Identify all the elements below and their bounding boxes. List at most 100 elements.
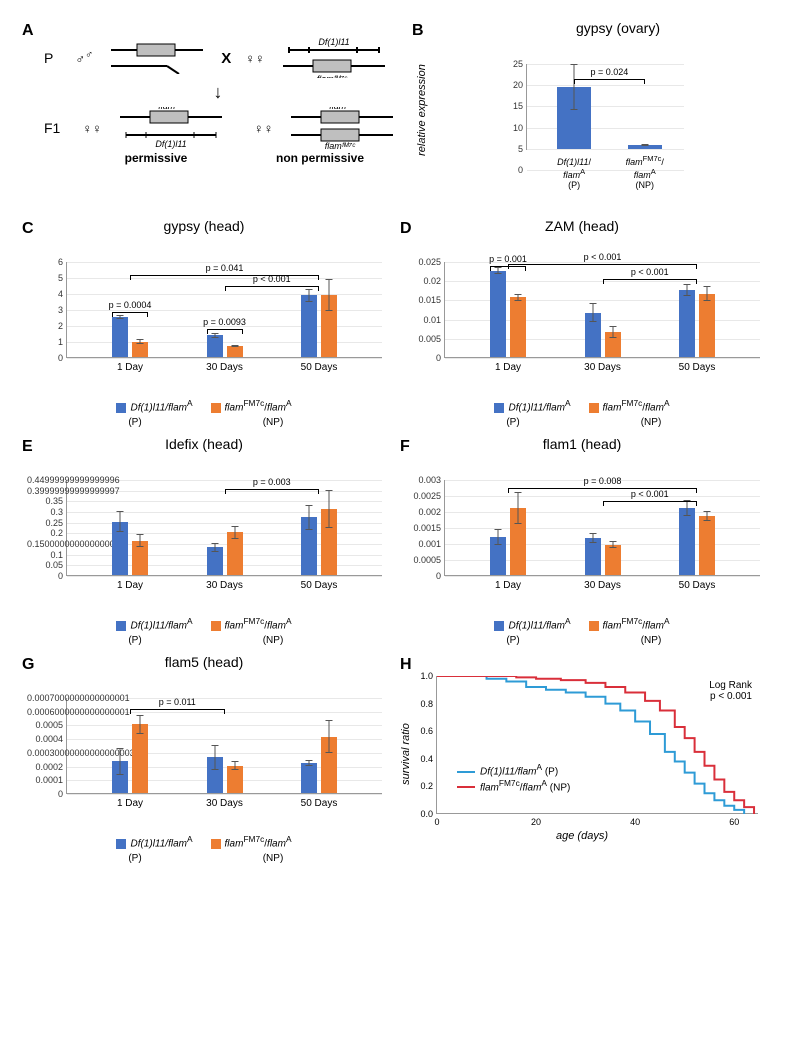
- sig-label: p = 0.041: [206, 263, 244, 273]
- svg-text:Df(1)l11: Df(1)l11: [155, 139, 186, 149]
- panel-E: E Idefix (head) relative expression 00.0…: [20, 436, 388, 646]
- panel-E-legend: Df(1)l11/flamA flamFM7c/flamA: [20, 616, 388, 631]
- legend-NP: flamFM7c/flamA: [211, 616, 292, 631]
- sig-label: p < 0.001: [631, 267, 669, 277]
- bar: [321, 509, 337, 575]
- legend-NP: flamFM7c/flamA: [589, 398, 670, 413]
- xcategory-label: 50 Days: [301, 362, 338, 373]
- bar: [321, 737, 337, 793]
- bar: [557, 87, 591, 149]
- bar: [207, 757, 223, 793]
- bar: [679, 508, 695, 575]
- panel-F: F flam1 (head) relative expression 00.00…: [398, 436, 766, 646]
- female-icon: ♀♀: [254, 121, 274, 136]
- legend-P: Df(1)l11/flamA: [116, 616, 192, 631]
- panel-E-title: Idefix (head): [20, 436, 388, 452]
- panel-H-legend: Df(1)l11/flamA (P)flamFM7c/flamA (NP): [457, 762, 570, 793]
- bar: [321, 295, 337, 357]
- gen-F1: F1: [44, 120, 60, 136]
- panel-G-title: flam5 (head): [20, 654, 388, 670]
- xcategory-label: 1 Day: [495, 580, 521, 591]
- bar: [207, 335, 223, 357]
- panel-D-legend: Df(1)l11/flamAflamFM7c/flamA: [398, 398, 766, 413]
- xcategory-label: 30 Days: [584, 362, 621, 373]
- bar: [699, 294, 715, 357]
- bar: [490, 537, 506, 575]
- bar: [227, 532, 243, 575]
- bar: [585, 538, 601, 575]
- bar: [679, 290, 695, 357]
- bar: [301, 295, 317, 357]
- xcategory-label: 1 Day: [117, 580, 143, 591]
- xcategory-label: 50 Days: [301, 580, 338, 591]
- sig-label: p = 0.001: [489, 254, 527, 264]
- bar: [490, 271, 506, 357]
- panel-B-label: B: [412, 22, 424, 40]
- survival-curve-P: [437, 676, 744, 814]
- bar: [510, 297, 526, 357]
- logrank-label: Log Rank p < 0.001: [709, 680, 752, 702]
- panel-G: G flam5 (head) relative expression 00.00…: [20, 654, 388, 864]
- bar: [628, 145, 662, 149]
- bar: [132, 541, 148, 575]
- legend-NP: flamFM7c/flamA: [589, 616, 670, 631]
- panel-B-title: gypsy (ovary): [470, 20, 766, 36]
- panel-G-legend: Df(1)l11/flamAflamFM7c/flamA: [20, 834, 388, 849]
- xcategory-label: 50 Days: [679, 362, 716, 373]
- xcategory-label: 30 Days: [206, 580, 243, 591]
- panel-A-label: A: [22, 22, 34, 40]
- sig-label: p < 0.001: [253, 274, 291, 284]
- sig-label: p = 0.008: [584, 476, 622, 486]
- panel-C-legend: Df(1)l11/flamA flamFM7c/flamA: [20, 398, 388, 413]
- xcategory-label: Df(1)l11/flamA(P): [557, 158, 591, 191]
- bar: [605, 545, 621, 575]
- legend-P: Df(1)l11/flamA: [116, 398, 192, 413]
- bar: [585, 313, 601, 357]
- down-arrow-icon: ↓: [44, 82, 392, 103]
- panel-F-title: flam1 (head): [398, 436, 766, 452]
- panel-C-title: gypsy (head): [20, 218, 388, 234]
- bar: [112, 522, 128, 575]
- bar: [132, 342, 148, 357]
- cross-symbol: X: [221, 50, 231, 67]
- sig-label: p < 0.001: [584, 252, 622, 262]
- nonpermissive-label: non permissive: [248, 151, 392, 165]
- bar: [605, 332, 621, 357]
- female-icon: ♀♀: [82, 121, 102, 136]
- f1-permissive: flamᴬ Df(1)l11: [116, 107, 226, 149]
- xcategory-label: 50 Days: [301, 798, 338, 809]
- bar: [227, 346, 243, 357]
- bar: [301, 517, 317, 575]
- panel-D: D ZAM (head) relative expression 00.0050…: [398, 218, 766, 428]
- sig-label: p < 0.001: [631, 489, 669, 499]
- bar: [112, 317, 128, 357]
- bar: [227, 766, 243, 793]
- panel-H-xlabel: age (days): [556, 830, 608, 842]
- panel-D-title: ZAM (head): [398, 218, 766, 234]
- bar: [301, 763, 317, 793]
- xcategory-label: flamFM7c/flamA(NP): [626, 155, 664, 191]
- f1-nonpermissive: flamᴬ flamᶠᴹ⁷ᶜ: [287, 107, 397, 149]
- bar: [207, 547, 223, 575]
- svg-text:Df(1)l11: Df(1)l11: [318, 38, 349, 47]
- xcategory-label: 1 Day: [495, 362, 521, 373]
- svg-text:flamᴬ: flamᴬ: [146, 42, 168, 44]
- legend-NP: flamFM7c/flamA: [211, 398, 292, 413]
- bar: [132, 724, 148, 793]
- panel-F-legend: Df(1)l11/flamA flamFM7c/flamA: [398, 616, 766, 631]
- p-male-chrom: flamᴬ: [107, 42, 207, 74]
- bar: [112, 761, 128, 793]
- panel-C: C gypsy (head) relative expression 01234…: [20, 218, 388, 428]
- xcategory-label: 1 Day: [117, 798, 143, 809]
- panel-A: A P ♂♂ flamᴬ X: [20, 20, 400, 210]
- svg-text:flamᴬ: flamᴬ: [330, 107, 352, 111]
- xcategory-label: 30 Days: [584, 580, 621, 591]
- sig-label: p = 0.0004: [109, 300, 152, 310]
- bar: [699, 516, 715, 575]
- sig-label: p = 0.011: [159, 697, 196, 707]
- svg-text:flamᶠᴹ⁷ᶜ: flamᶠᴹ⁷ᶜ: [325, 141, 356, 149]
- permissive-label: permissive: [84, 151, 228, 165]
- legend-P: Df(1)l11/flamA: [494, 616, 570, 631]
- panel-B-ylabel: relative expression: [416, 64, 428, 156]
- female-icon: ♀♀: [245, 51, 265, 66]
